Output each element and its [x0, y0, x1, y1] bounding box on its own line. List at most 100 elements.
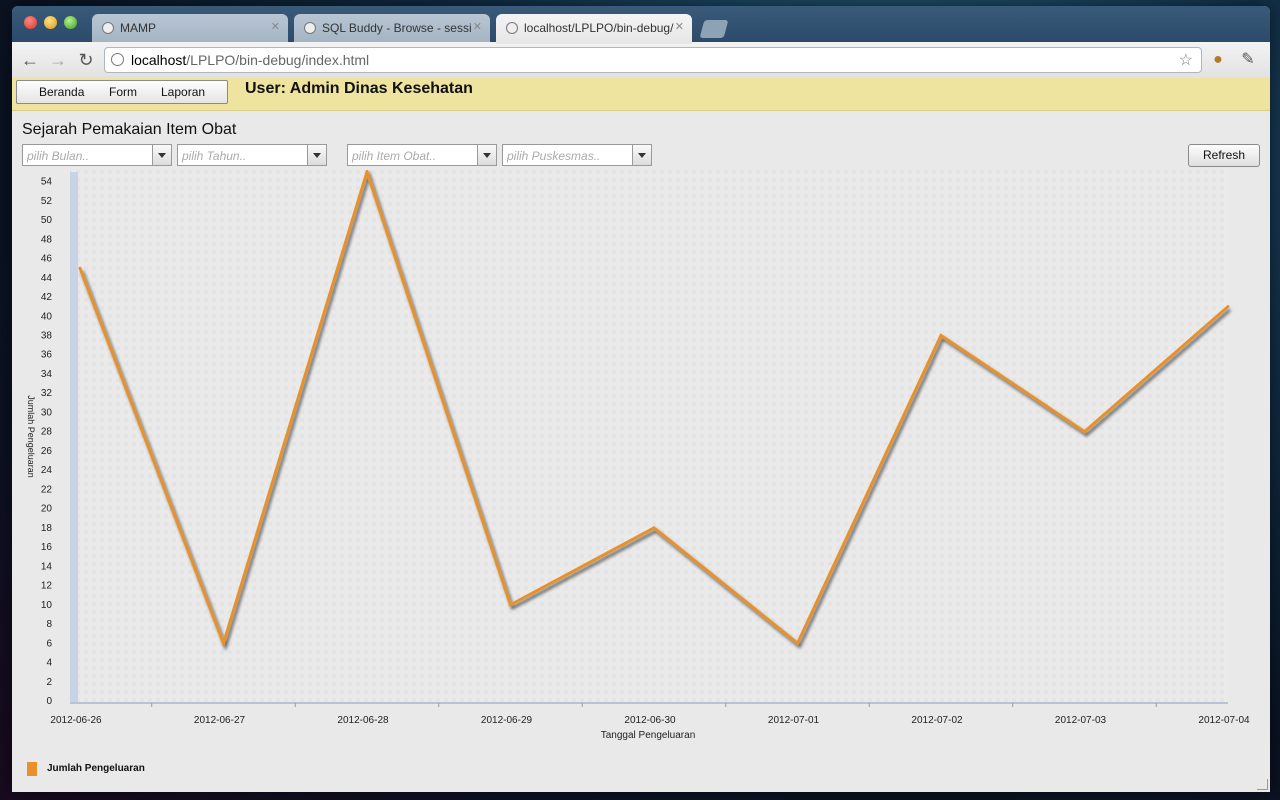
y-tick-label: 32: [41, 388, 53, 399]
url-host: localhost: [131, 52, 186, 68]
bookmark-star-icon[interactable]: ☆: [1179, 50, 1193, 70]
x-tick-label: 2012-07-01: [768, 715, 820, 726]
y-tick-label: 40: [41, 311, 53, 322]
close-window-button[interactable]: [24, 16, 37, 29]
extension-icon[interactable]: ●: [1208, 50, 1228, 70]
page-content: Beranda Form Laporan User: Admin Dinas K…: [12, 78, 1270, 792]
tab-mamp[interactable]: MAMP ✕: [92, 14, 288, 42]
y-tick-label: 2: [46, 677, 52, 688]
globe-icon: [102, 22, 114, 34]
user-label: User: Admin Dinas Kesehatan: [245, 80, 473, 98]
y-tick-label: 30: [41, 407, 53, 418]
y-tick-label: 52: [41, 196, 53, 207]
y-tick-label: 36: [41, 350, 53, 361]
chevron-down-icon[interactable]: [152, 145, 171, 165]
y-tick-label: 42: [41, 292, 53, 303]
y-tick-label: 38: [41, 331, 53, 342]
puskesmas-select[interactable]: pilih Puskesmas..: [502, 144, 652, 166]
data-point[interactable]: [1227, 305, 1230, 308]
x-axis-label: Tanggal Pengeluaran: [601, 730, 696, 741]
y-tick-label: 0: [46, 696, 52, 707]
y-tick-label: 24: [41, 465, 53, 476]
x-tick-label: 2012-06-26: [50, 715, 102, 726]
year-select-placeholder: pilih Tahun..: [182, 149, 246, 163]
y-tick-label: 48: [41, 234, 53, 245]
url-path: /LPLPO/bin-debug/index.html: [186, 52, 369, 68]
browser-window: MAMP ✕ SQL Buddy - Browse - session ✕ lo…: [12, 6, 1270, 792]
y-tick-label: 28: [41, 427, 53, 438]
y-tick-label: 50: [41, 215, 53, 226]
y-tick-label: 12: [41, 581, 53, 592]
menu-item-beranda[interactable]: Beranda: [39, 85, 84, 99]
globe-icon: [111, 53, 124, 66]
item-select[interactable]: pilih Item Obat..: [347, 144, 497, 166]
forward-arrow-icon[interactable]: →: [46, 48, 70, 72]
chevron-down-icon[interactable]: [307, 145, 326, 165]
x-tick-label: 2012-06-29: [481, 715, 533, 726]
minimize-window-button[interactable]: [44, 16, 57, 29]
x-tick-label: 2012-06-28: [337, 715, 389, 726]
address-bar[interactable]: localhost/LPLPO/bin-debug/index.html ☆: [104, 47, 1202, 73]
back-arrow-icon[interactable]: ←: [18, 48, 42, 72]
x-tick-label: 2012-07-03: [1055, 715, 1107, 726]
y-tick-label: 44: [41, 273, 53, 284]
tab-title: localhost/LPLPO/bin-debug/index.html: [524, 21, 674, 35]
data-point[interactable]: [222, 642, 225, 645]
x-tick-label: 2012-06-27: [194, 715, 246, 726]
tab-strip: MAMP ✕ SQL Buddy - Browse - session ✕ lo…: [12, 6, 1270, 44]
wrench-icon[interactable]: ✎: [1238, 50, 1258, 70]
month-select[interactable]: pilih Bulan..: [22, 144, 172, 166]
y-tick-label: 26: [41, 446, 53, 457]
y-tick-label: 54: [41, 177, 53, 188]
x-tick-label: 2012-06-30: [624, 715, 676, 726]
close-tab-icon[interactable]: ✕: [675, 20, 684, 33]
y-tick-label: 14: [41, 561, 53, 572]
menu-item-form[interactable]: Form: [109, 85, 137, 99]
close-tab-icon[interactable]: ✕: [473, 20, 482, 33]
tab-lplpo[interactable]: localhost/LPLPO/bin-debug/index.html ✕: [496, 14, 692, 44]
page-title: Sejarah Pemakaian Item Obat: [22, 121, 236, 139]
tab-sql-buddy[interactable]: SQL Buddy - Browse - session ✕: [294, 14, 490, 42]
data-point[interactable]: [796, 642, 799, 645]
year-select[interactable]: pilih Tahun..: [177, 144, 327, 166]
puskesmas-select-placeholder: pilih Puskesmas..: [507, 149, 600, 163]
y-axis-line: [70, 172, 78, 703]
data-point[interactable]: [940, 334, 943, 337]
reload-icon[interactable]: ↻: [74, 48, 98, 72]
data-point[interactable]: [509, 603, 512, 606]
menu-item-laporan[interactable]: Laporan: [161, 85, 205, 99]
month-select-placeholder: pilih Bulan..: [27, 149, 89, 163]
y-tick-label: 8: [46, 619, 52, 630]
data-point[interactable]: [79, 267, 82, 270]
data-point[interactable]: [653, 526, 656, 529]
refresh-button[interactable]: Refresh: [1188, 144, 1260, 167]
new-tab-button[interactable]: [700, 20, 729, 38]
chevron-down-icon[interactable]: [632, 145, 651, 165]
chevron-down-icon[interactable]: [477, 145, 496, 165]
zoom-window-button[interactable]: [64, 16, 77, 29]
data-point[interactable]: [366, 171, 369, 174]
y-tick-label: 16: [41, 542, 53, 553]
globe-icon: [506, 22, 518, 34]
x-tick-label: 2012-07-04: [1198, 715, 1250, 726]
resize-grip[interactable]: [1257, 779, 1268, 790]
globe-icon: [304, 22, 316, 34]
y-tick-label: 18: [41, 523, 53, 534]
item-select-placeholder: pilih Item Obat..: [352, 149, 436, 163]
y-tick-label: 10: [41, 600, 53, 611]
x-tick-label: 2012-07-02: [911, 715, 963, 726]
usage-line-chart: 0 2 46 8 10 12 14 16 18 20 22 24 26 28 30 32 34 36 38 40 42 4…: [12, 170, 1270, 760]
plot-area: [70, 170, 1228, 705]
y-tick-label: 22: [41, 484, 53, 495]
y-tick-label: 46: [41, 254, 53, 265]
close-tab-icon[interactable]: ✕: [271, 20, 280, 33]
legend-label: Jumlah Pengeluaran: [47, 763, 145, 774]
tab-title: MAMP: [120, 21, 270, 35]
y-tick-label: 4: [46, 658, 52, 669]
y-tick-label: 20: [41, 504, 53, 515]
y-tick-label: 34: [41, 369, 53, 380]
app-header: Beranda Form Laporan User: Admin Dinas K…: [12, 78, 1270, 111]
data-point[interactable]: [1083, 430, 1086, 433]
legend-swatch: [27, 762, 37, 776]
tab-title: SQL Buddy - Browse - session: [322, 21, 472, 35]
